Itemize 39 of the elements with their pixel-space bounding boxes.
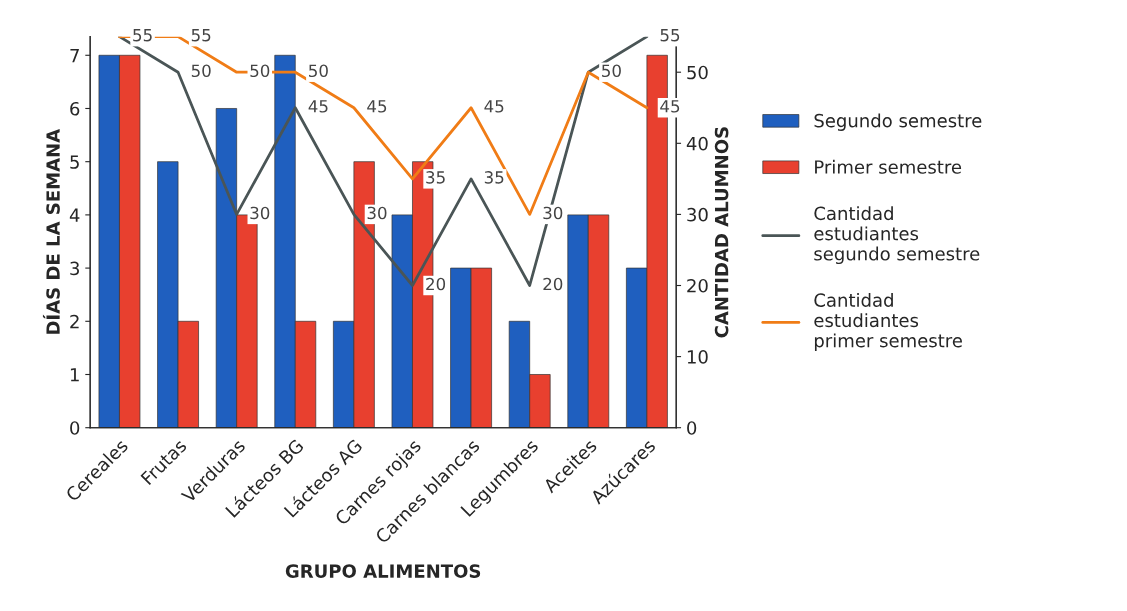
x-axis-title: GRUPO ALIMENTOS: [285, 564, 481, 578]
data-label: 35: [426, 171, 445, 184]
y2-tick-label: 20: [687, 278, 708, 293]
data-label: 45: [308, 100, 328, 113]
data-label: 30: [543, 206, 563, 220]
data-label: 20: [426, 277, 446, 291]
y2-tick-label: 40: [686, 136, 708, 151]
data-label: 50: [309, 64, 328, 78]
y-tick-label: 7: [70, 48, 79, 63]
legend-label: Segundo semestre: [814, 113, 982, 131]
legend-label: Cantidad estudiantes segundo semestre: [814, 206, 980, 265]
data-label: 45: [484, 100, 504, 113]
y-axis-title: DÍAS DE LA SEMANA: [42, 128, 60, 334]
y2-tick-label: 10: [687, 350, 708, 364]
data-label: 50: [602, 64, 621, 78]
y-tick-label: 2: [70, 314, 79, 329]
data-label: 20: [543, 277, 563, 291]
legend-label: Cantidad estudiantes primer semestre: [814, 292, 962, 351]
data-label: 45: [367, 100, 387, 113]
data-label: 55: [660, 29, 680, 42]
data-label: 45: [660, 100, 680, 113]
data-label: 30: [250, 206, 270, 220]
data-label: 30: [367, 206, 387, 220]
data-label: 55: [133, 29, 152, 42]
data-label: 50: [191, 64, 211, 78]
y-tick-label: 0: [70, 421, 80, 435]
y2-tick-label: 50: [687, 65, 708, 80]
y-tick-label: 6: [70, 101, 80, 116]
legend-label: Primer semestre: [815, 159, 962, 174]
y-tick-label: 4: [69, 208, 80, 222]
data-label: 55: [191, 29, 211, 42]
y2-tick-label: 30: [687, 207, 708, 222]
y2-axis-title: CANTIDAD ALUMNOS: [714, 127, 729, 338]
data-label: 50: [250, 64, 270, 78]
data-label: 35: [484, 171, 504, 184]
y-tick-label: 5: [70, 155, 79, 169]
y-tick-label: 3: [70, 261, 79, 276]
y2-tick-label: 0: [687, 421, 697, 435]
y-tick-label: 1: [70, 368, 79, 382]
